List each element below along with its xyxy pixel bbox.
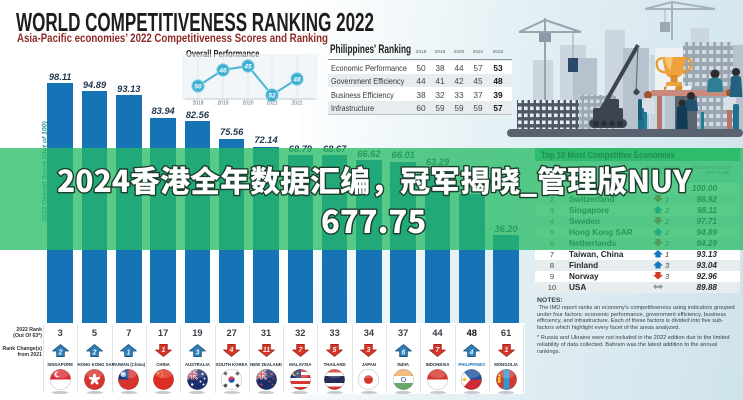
- svg-text:11: 11: [262, 347, 269, 354]
- svg-text:46: 46: [218, 67, 227, 74]
- svg-text:48: 48: [292, 76, 301, 83]
- svg-text:2018: 2018: [192, 101, 203, 107]
- svg-text:3: 3: [195, 349, 199, 356]
- svg-text:2: 2: [92, 349, 97, 356]
- svg-text:5: 5: [333, 347, 337, 354]
- svg-text:1: 1: [127, 349, 131, 356]
- svg-text:50: 50: [194, 83, 202, 90]
- svg-text:1: 1: [504, 347, 508, 354]
- svg-text:52: 52: [268, 92, 276, 99]
- svg-text:1: 1: [161, 347, 165, 354]
- svg-text:7: 7: [436, 347, 441, 354]
- svg-text:3: 3: [367, 347, 371, 354]
- svg-text:2022: 2022: [291, 101, 302, 107]
- svg-text:45: 45: [243, 63, 252, 70]
- svg-text:2020: 2020: [242, 101, 253, 107]
- svg-text:4: 4: [229, 347, 234, 354]
- svg-text:4: 4: [469, 349, 474, 356]
- svg-text:2: 2: [57, 349, 62, 356]
- svg-text:7: 7: [298, 347, 303, 354]
- svg-text:2019: 2019: [217, 101, 228, 107]
- svg-text:2021: 2021: [266, 101, 277, 107]
- svg-text:6: 6: [401, 349, 405, 356]
